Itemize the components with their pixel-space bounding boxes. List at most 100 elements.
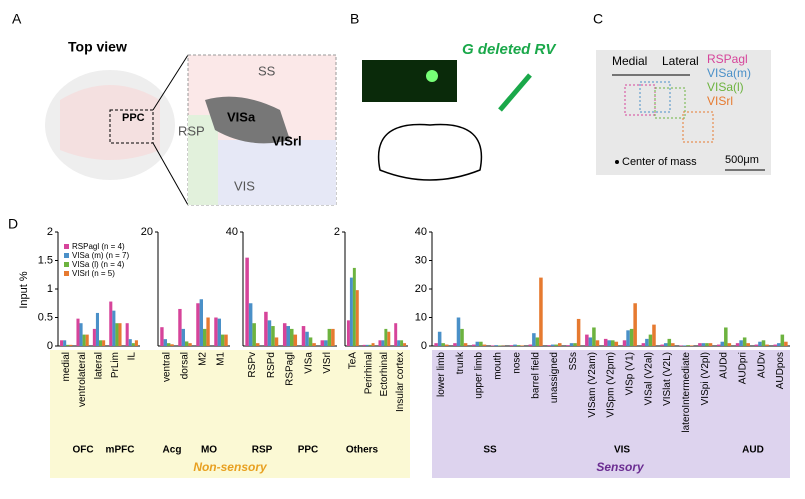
bar bbox=[200, 299, 203, 346]
category-group: Non-sensory bbox=[193, 460, 268, 474]
bar bbox=[214, 318, 217, 347]
bar bbox=[63, 340, 66, 346]
x-tick-label: unassigned bbox=[549, 352, 560, 403]
panel-label: B bbox=[350, 11, 359, 27]
legend-swatch bbox=[64, 262, 69, 267]
bar bbox=[400, 340, 403, 346]
x-tick-label: ventral bbox=[162, 352, 173, 382]
y-tick-label: 0.5 bbox=[38, 311, 53, 323]
x-tick-label: medial bbox=[61, 352, 72, 381]
x-tick-label: lower limb bbox=[436, 352, 447, 397]
x-tick-label: AUDv bbox=[756, 352, 767, 378]
bar bbox=[394, 323, 397, 346]
bar bbox=[645, 339, 649, 346]
bar bbox=[353, 268, 356, 346]
bar bbox=[224, 335, 227, 346]
legend-entry: VISrl bbox=[707, 94, 733, 108]
direction-label: Medial bbox=[612, 54, 647, 68]
bar bbox=[363, 345, 366, 346]
bar bbox=[305, 332, 309, 346]
legend-entry: VISa (m) (n = 7) bbox=[72, 251, 129, 260]
bar bbox=[702, 343, 706, 346]
x-tick-label: dorsal bbox=[180, 352, 191, 379]
bar bbox=[784, 342, 788, 346]
legend-entry: VISa(m) bbox=[707, 66, 751, 80]
bar bbox=[453, 343, 457, 346]
legend-swatch bbox=[64, 253, 69, 258]
bar bbox=[577, 319, 581, 346]
bar bbox=[372, 343, 375, 346]
legend-swatch bbox=[64, 271, 69, 276]
region-label: VISa bbox=[227, 109, 256, 124]
title: Top view bbox=[68, 39, 127, 55]
panel-label: A bbox=[12, 11, 22, 27]
category-group: Sensory bbox=[596, 460, 645, 474]
bar bbox=[178, 309, 181, 346]
bar bbox=[739, 340, 743, 346]
bar bbox=[781, 335, 785, 346]
bar bbox=[403, 343, 406, 346]
bar bbox=[513, 345, 517, 346]
x-tick-label: Perirhinal bbox=[363, 352, 374, 394]
bar bbox=[264, 312, 268, 346]
legend-entry: VISa(l) bbox=[707, 80, 744, 94]
bar bbox=[765, 345, 769, 346]
x-tick-label: ventrolateral bbox=[77, 352, 88, 407]
bar bbox=[717, 345, 721, 346]
syringe bbox=[500, 75, 530, 110]
x-tick-label: Insular cortex bbox=[395, 352, 406, 412]
panel-label: C bbox=[593, 11, 603, 27]
bar bbox=[366, 345, 369, 346]
bar bbox=[283, 323, 287, 346]
bar bbox=[596, 340, 600, 346]
zoom-line bbox=[153, 55, 188, 110]
bar bbox=[290, 329, 294, 346]
bar bbox=[724, 327, 728, 346]
panel-label: D bbox=[8, 216, 18, 232]
bar bbox=[626, 330, 630, 346]
bar bbox=[705, 343, 709, 346]
bar bbox=[115, 323, 118, 346]
bar bbox=[302, 326, 306, 346]
y-tick-label: 40 bbox=[415, 226, 427, 238]
bar bbox=[472, 345, 476, 346]
bar bbox=[460, 329, 464, 346]
x-tick-label: Ectorhinal bbox=[379, 352, 390, 396]
group-label: VIS bbox=[614, 445, 630, 456]
x-tick-label: nose bbox=[511, 352, 522, 374]
bar bbox=[96, 313, 99, 346]
bar bbox=[378, 340, 381, 346]
x-tick-label: mouth bbox=[493, 352, 504, 380]
center-dot bbox=[615, 160, 619, 164]
bar bbox=[369, 345, 372, 346]
bar bbox=[536, 337, 540, 346]
bar bbox=[438, 332, 442, 346]
bar bbox=[570, 343, 574, 346]
bar bbox=[630, 329, 634, 346]
bar bbox=[698, 343, 702, 346]
bar bbox=[479, 342, 483, 346]
bar bbox=[551, 345, 555, 346]
bar bbox=[539, 278, 543, 346]
x-tick-label: trunk bbox=[455, 351, 466, 374]
bar bbox=[271, 326, 275, 346]
inset-label: PPC bbox=[122, 112, 145, 124]
x-tick-label: IL bbox=[126, 352, 137, 361]
y-tick-label: 20 bbox=[415, 283, 427, 295]
bar bbox=[132, 343, 135, 346]
bar bbox=[649, 335, 653, 346]
legend-entry: RSPagl bbox=[707, 52, 748, 66]
bar bbox=[312, 343, 316, 346]
group-label: MO bbox=[201, 445, 217, 456]
bar bbox=[86, 335, 89, 346]
bar bbox=[356, 290, 359, 346]
bar bbox=[69, 345, 72, 346]
bar bbox=[221, 335, 224, 346]
y-tick-label: 1 bbox=[47, 283, 53, 295]
legend-swatch bbox=[64, 244, 69, 249]
bar bbox=[573, 343, 577, 346]
x-tick-label: SSs bbox=[568, 352, 579, 370]
y-tick-label: 0 bbox=[47, 340, 53, 352]
bar bbox=[755, 345, 759, 346]
bar bbox=[777, 343, 781, 346]
